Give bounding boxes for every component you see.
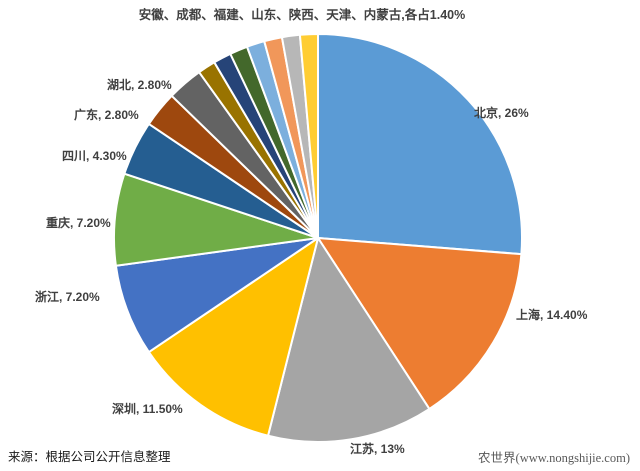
chart-title: 安徽、成都、福建、山东、陕西、天津、内蒙古,各占1.40% xyxy=(138,8,466,22)
slice-label-北京: 北京, 26% xyxy=(474,106,529,120)
watermark: 农世界(www.nongshijie.com) xyxy=(478,451,630,465)
pie-slice-上海 xyxy=(317,237,523,410)
slice-label-江苏: 江苏, 13% xyxy=(350,442,405,456)
pie-slice-内蒙古 xyxy=(298,32,319,239)
source-note: 来源：根据公司公开信息整理 xyxy=(8,450,171,464)
slice-label-上海: 上海, 14.40% xyxy=(516,308,588,322)
slice-label-广东: 广东, 2.80% xyxy=(74,108,139,122)
slice-label-四川: 四川, 4.30% xyxy=(62,149,127,163)
slice-label-深圳: 深圳, 11.50% xyxy=(112,402,183,416)
slice-label-浙江: 浙江, 7.20% xyxy=(35,290,100,304)
slice-label-湖北: 湖北, 2.80% xyxy=(107,78,172,92)
pie-slice-北京 xyxy=(317,33,523,256)
slice-label-重庆: 重庆, 7.20% xyxy=(46,216,111,230)
pie-slice-江苏 xyxy=(267,237,431,443)
pie-slice-深圳 xyxy=(147,237,319,437)
